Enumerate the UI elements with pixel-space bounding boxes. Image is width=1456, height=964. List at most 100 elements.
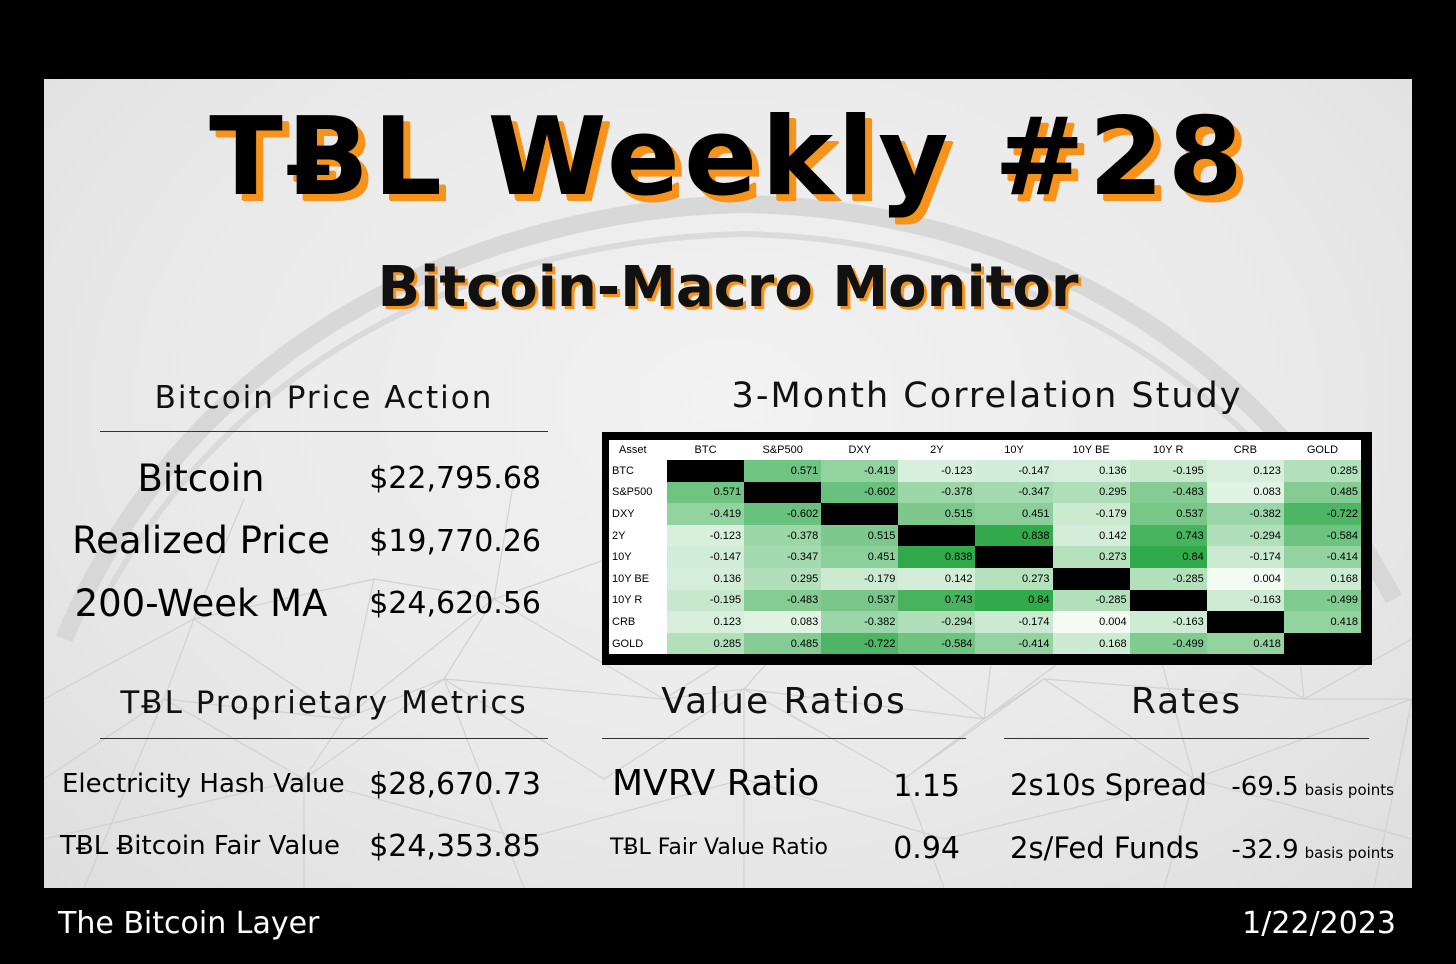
- page-title: TɃL Weekly #28: [209, 95, 1247, 220]
- correlation-row-header: 10Y R: [609, 589, 667, 612]
- correlation-cell: 0.004: [1206, 567, 1284, 590]
- correlation-cell: 0.168: [1052, 632, 1130, 655]
- correlation-cell: 0.485: [744, 632, 822, 655]
- bitcoin-price-label: Bitcoin: [137, 457, 265, 500]
- correlation-col-header: 10Y: [975, 440, 1053, 460]
- 2s10s-spread-number: -69.5: [1231, 772, 1299, 802]
- fed-funds-number: -32.9: [1231, 835, 1299, 865]
- correlation-row: 10Y -0.147 -0.347 0.451 0.838 0.273 0.84 -0.174…: [609, 546, 1361, 568]
- correlation-cell: -0.179: [1052, 503, 1130, 525]
- correlation-cell: 0.123: [667, 611, 745, 633]
- correlation-cell: -0.602: [744, 503, 822, 525]
- correlation-cell: -0.378: [898, 481, 976, 504]
- correlation-row: 10Y R -0.195 -0.483 0.537 0.743 0.84 -0.285 -0.…: [609, 589, 1361, 612]
- correlation-cell: -0.414: [975, 632, 1053, 655]
- correlation-cell: -0.483: [1129, 481, 1207, 504]
- correlation-cell: -0.602: [821, 481, 899, 504]
- correlation-row-header: CRB: [609, 611, 667, 633]
- correlation-row: DXY -0.419 -0.602 0.515 0.451 -0.179 0.537 -0.3…: [609, 503, 1361, 525]
- main-panel: TɃL Weekly #28 Bitcoin-Macro Monitor Bit…: [44, 79, 1412, 888]
- correlation-diagonal-cell: [744, 481, 822, 504]
- correlation-diagonal-cell: [667, 460, 745, 482]
- correlation-cell: -0.347: [975, 481, 1053, 504]
- correlation-cell: 0.451: [821, 546, 899, 568]
- correlation-cell: 0.142: [1052, 524, 1130, 547]
- correlation-row: 2Y -0.123 -0.378 0.515 0.838 0.142 0.743 -0.294…: [609, 524, 1361, 547]
- correlation-cell: -0.382: [821, 611, 899, 633]
- mvrv-ratio-value: 1.15: [893, 769, 960, 804]
- rates-divider: [1004, 738, 1369, 739]
- electricity-hash-value-label: Electricity Hash Value: [62, 769, 345, 799]
- correlation-cell: 0.083: [1206, 481, 1284, 504]
- correlation-cell: 0.838: [975, 524, 1053, 547]
- correlation-cell: 0.136: [1052, 460, 1130, 482]
- correlation-cell: 0.84: [1129, 546, 1207, 568]
- correlation-col-header: GOLD: [1283, 440, 1361, 460]
- correlation-cell: 0.515: [821, 524, 899, 547]
- proprietary-metrics-heading: TɃL Proprietary Metrics: [120, 685, 528, 721]
- correlation-cell: 0.451: [975, 503, 1053, 525]
- correlation-row-header: BTC: [609, 460, 667, 482]
- correlation-col-header: 10Y R: [1129, 440, 1207, 460]
- correlation-cell: 0.838: [898, 546, 976, 568]
- correlation-cell: -0.285: [1129, 567, 1207, 590]
- fair-value-ratio-value: 0.94: [893, 831, 960, 866]
- 200-week-ma-label: 200-Week MA: [74, 582, 328, 625]
- correlation-cell: -0.347: [744, 546, 822, 568]
- correlation-cell: 0.004: [1052, 611, 1130, 633]
- fed-funds-label: 2s/Fed Funds: [1010, 831, 1200, 865]
- correlation-cell: 0.743: [898, 589, 976, 612]
- correlation-cell: -0.382: [1206, 503, 1284, 525]
- correlation-cell: 0.418: [1283, 611, 1361, 633]
- 2s10s-spread-value: -69.5 basis points: [1194, 772, 1394, 802]
- footer-brand: The Bitcoin Layer: [58, 906, 320, 941]
- correlation-row-header: S&P500: [609, 481, 667, 504]
- correlation-table-frame: Asset BTC S&P500 DXY 2Y 10Y 10Y BE 10Y R CRB GOLD…: [602, 432, 1372, 665]
- correlation-cell: -0.147: [667, 546, 745, 568]
- 2s10s-spread-unit: basis points: [1304, 781, 1394, 799]
- correlation-cell: -0.285: [1052, 589, 1130, 612]
- realized-price-value: $19,770.26: [369, 524, 541, 559]
- electricity-hash-value: $28,670.73: [369, 767, 541, 802]
- correlation-diagonal-cell: [1283, 632, 1361, 655]
- correlation-diagonal-cell: [898, 524, 976, 547]
- proprietary-metrics-divider: [100, 738, 548, 739]
- correlation-corner-label: Asset: [609, 440, 667, 460]
- correlation-cell: 0.123: [1206, 460, 1284, 482]
- correlation-cell: -0.174: [975, 611, 1053, 633]
- correlation-row: CRB 0.123 0.083 -0.382 -0.294 -0.174 0.004 -0.1…: [609, 611, 1361, 633]
- correlation-diagonal-cell: [1052, 567, 1130, 590]
- correlation-cell: -0.123: [898, 460, 976, 482]
- correlation-row-header: 2Y: [609, 524, 667, 547]
- fed-funds-value: -32.9 basis points: [1194, 835, 1394, 865]
- fed-funds-unit: basis points: [1304, 844, 1394, 862]
- rates-heading: Rates: [1130, 681, 1243, 722]
- correlation-cell: -0.499: [1129, 632, 1207, 655]
- correlation-cell: 0.285: [667, 632, 745, 655]
- page-subtitle: Bitcoin-Macro Monitor: [377, 255, 1079, 320]
- correlation-cell: 0.273: [975, 567, 1053, 590]
- correlation-row-header: DXY: [609, 503, 667, 525]
- correlation-cell: -0.174: [1206, 546, 1284, 568]
- correlation-cell: -0.195: [1129, 460, 1207, 482]
- correlation-diagonal-cell: [975, 546, 1053, 568]
- correlation-cell: -0.584: [898, 632, 976, 655]
- correlation-cell: -0.163: [1129, 611, 1207, 633]
- correlation-cell: 0.537: [821, 589, 899, 612]
- correlation-diagonal-cell: [1129, 589, 1207, 612]
- correlation-cell: 0.485: [1283, 481, 1361, 504]
- correlation-diagonal-cell: [821, 503, 899, 525]
- correlation-cell: -0.722: [1283, 503, 1361, 525]
- mvrv-ratio-label: MVRV Ratio: [612, 763, 820, 804]
- price-action-divider: [100, 431, 548, 432]
- correlation-row: S&P500 0.571 -0.602 -0.378 -0.347 0.295 -0.483…: [609, 481, 1361, 504]
- 200-week-ma-value: $24,620.56: [369, 586, 541, 621]
- correlation-cell: 0.571: [667, 481, 745, 504]
- correlation-cell: 0.295: [744, 567, 822, 590]
- correlation-cell: -0.584: [1283, 524, 1361, 547]
- bitcoin-price-value: $22,795.68: [369, 461, 541, 496]
- correlation-header-row: Asset BTC S&P500 DXY 2Y 10Y 10Y BE 10Y R CRB GOLD: [609, 440, 1361, 460]
- correlation-cell: 0.168: [1283, 567, 1361, 590]
- correlation-cell: 0.295: [1052, 481, 1130, 504]
- correlation-cell: -0.378: [744, 524, 822, 547]
